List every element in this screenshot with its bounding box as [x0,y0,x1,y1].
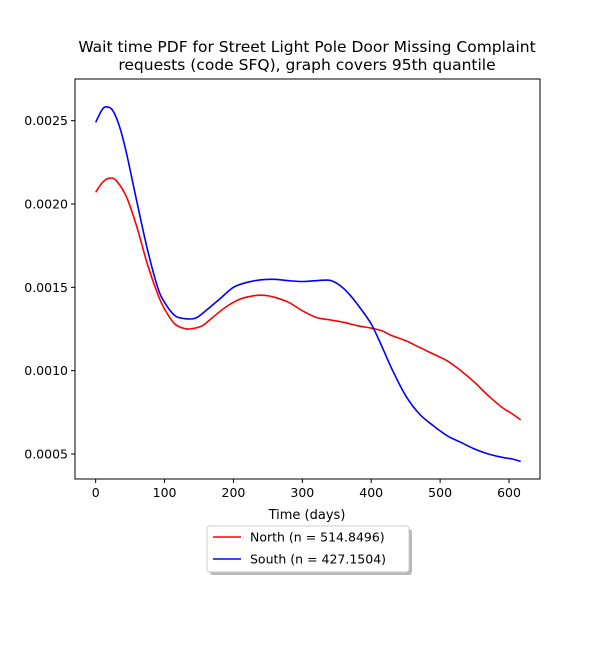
y-tick-label: 0.0015 [24,280,68,295]
x-tick-label: 600 [497,485,521,500]
y-tick-label: 0.0020 [24,197,68,212]
y-tick-label: 0.0025 [24,113,68,128]
y-tick-label: 0.0010 [24,363,68,378]
x-tick-label: 200 [222,485,246,500]
x-tick-label: 500 [428,485,452,500]
axes-frame [74,78,541,480]
y-tick-label: 0.0005 [24,447,68,462]
x-tick-label: 400 [359,485,383,500]
x-axis-label: Time (days) [268,508,346,523]
x-tick-label: 100 [153,485,177,500]
x-tick-label: 0 [92,485,100,500]
plot-area: 0 100 200 300 400 500 600 0.0005 0.0010 0.0015 0.0… [24,78,541,500]
legend: North (n = 514.8496) South (n = 427.1504) [206,525,412,575]
chart-title-line1: Wait time PDF for Street Light Pole Door… [78,38,535,56]
legend-box [206,525,410,573]
series-line-south [94,106,521,463]
chart-title-line2: requests (code SFQ), graph covers 95th q… [118,56,495,74]
x-tick-label: 300 [290,485,314,500]
legend-label-north: North (n = 514.8496) [250,530,385,545]
legend-label-south: South (n = 427.1504) [250,552,386,567]
series-line-north [95,177,522,421]
